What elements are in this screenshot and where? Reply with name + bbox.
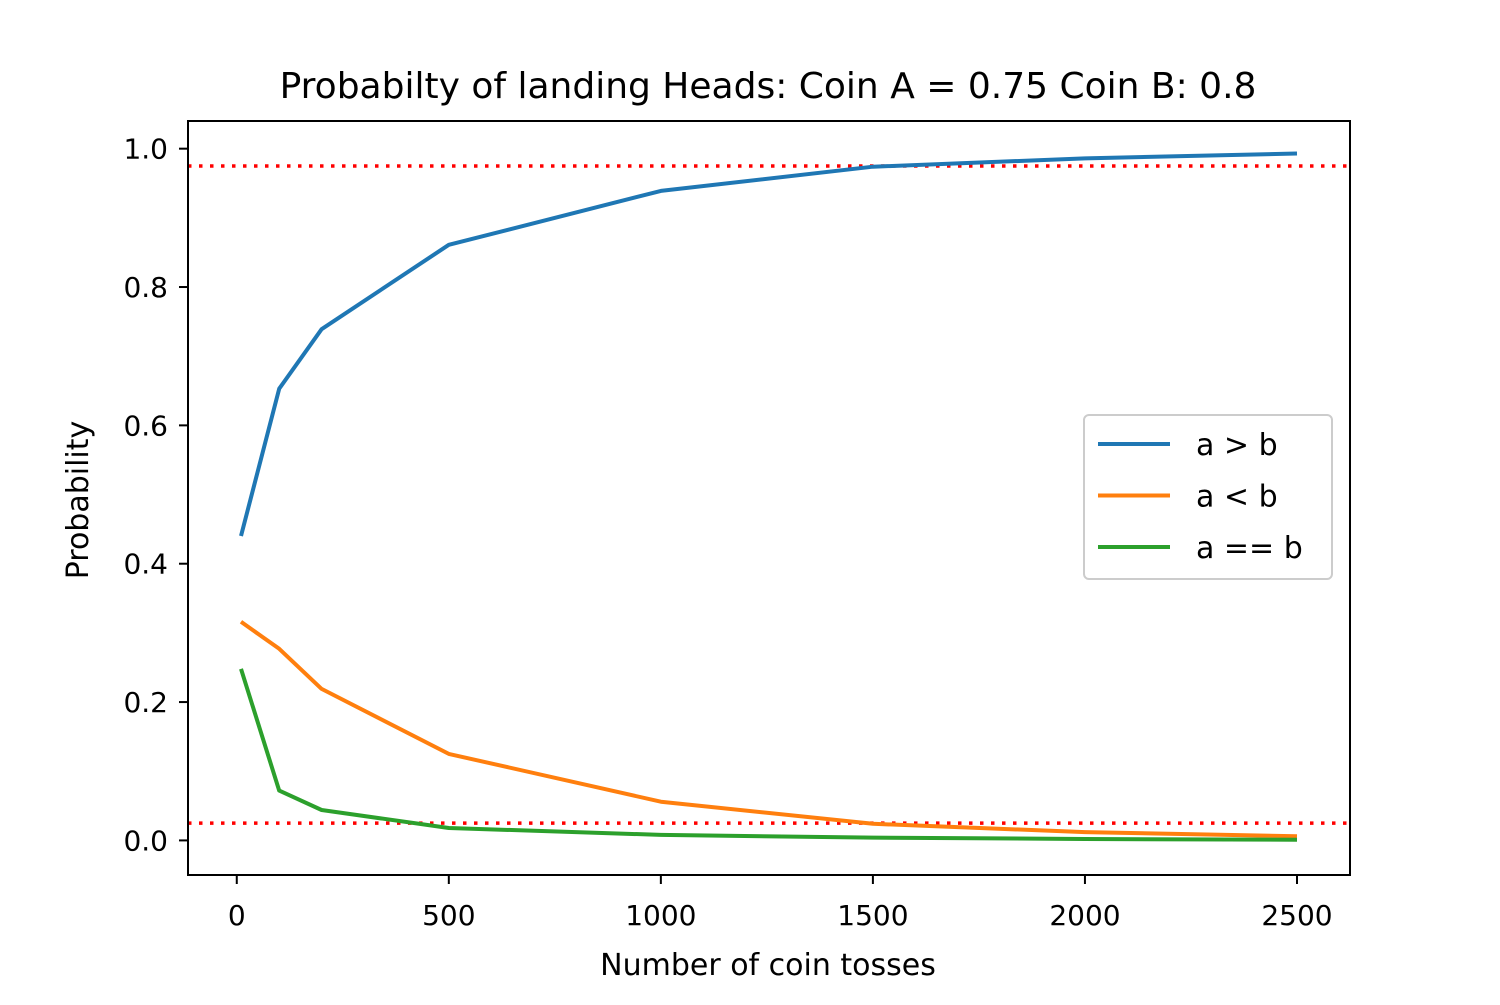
legend-box <box>1083 414 1333 580</box>
legend-label-2: a < b <box>1196 480 1278 515</box>
y-tick-label: 0.0 <box>123 824 168 857</box>
x-tick-label: 2000 <box>1049 899 1120 932</box>
x-tick-label: 0 <box>228 899 246 932</box>
y-tick-label: 0.6 <box>123 409 168 442</box>
axes: 0 500 1000 1500 2000 2500 0.0 0.2 0.4 0.6 0.8 1.0 <box>123 120 1351 932</box>
legend-label-1: a > b <box>1196 428 1278 463</box>
plot-area <box>188 151 1350 842</box>
y-axis-label: Probability <box>61 421 96 580</box>
legend: a > b a < b a == b <box>1083 414 1333 580</box>
y-tick-label: 0.8 <box>123 271 168 304</box>
x-tick-label: 1500 <box>837 899 908 932</box>
chart-title: Probabilty of landing Heads: Coin A = 0.… <box>280 66 1257 107</box>
axes-frame <box>187 120 1351 876</box>
x-tick-label: 1000 <box>625 899 696 932</box>
x-axis-label: Number of coin tosses <box>600 948 936 983</box>
x-tick-label: 500 <box>422 899 475 932</box>
series-line-3 <box>239 668 1298 842</box>
y-tick-label: 1.0 <box>123 133 168 166</box>
series-line-1 <box>239 151 1298 537</box>
y-tick-label: 0.4 <box>123 548 168 581</box>
y-tick-label: 0.2 <box>123 686 168 719</box>
x-tick-label: 2500 <box>1261 899 1332 932</box>
legend-label-3: a == b <box>1196 531 1303 566</box>
series-line-2 <box>239 620 1298 839</box>
